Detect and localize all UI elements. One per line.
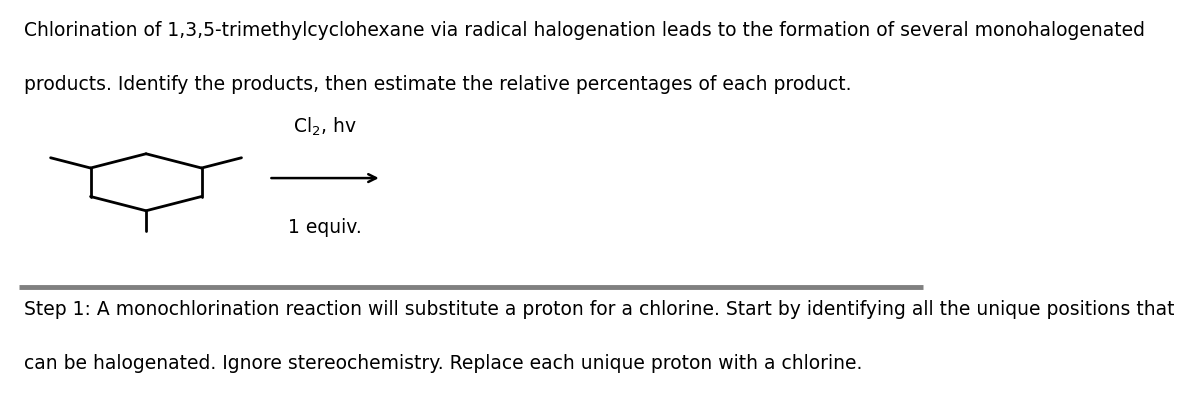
- Text: can be halogenated. Ignore stereochemistry. Replace each unique proton with a ch: can be halogenated. Ignore stereochemist…: [24, 354, 862, 373]
- Text: Chlorination of 1,3,5-trimethylcyclohexane via radical halogenation leads to the: Chlorination of 1,3,5-trimethylcyclohexa…: [24, 21, 1144, 40]
- Text: 1 equiv.: 1 equiv.: [288, 218, 362, 237]
- Text: Step 1: A monochlorination reaction will substitute a proton for a chlorine. Sta: Step 1: A monochlorination reaction will…: [24, 300, 1174, 318]
- Text: Cl$_2$, hv: Cl$_2$, hv: [293, 116, 356, 138]
- Text: products. Identify the products, then estimate the relative percentages of each : products. Identify the products, then es…: [24, 75, 851, 94]
